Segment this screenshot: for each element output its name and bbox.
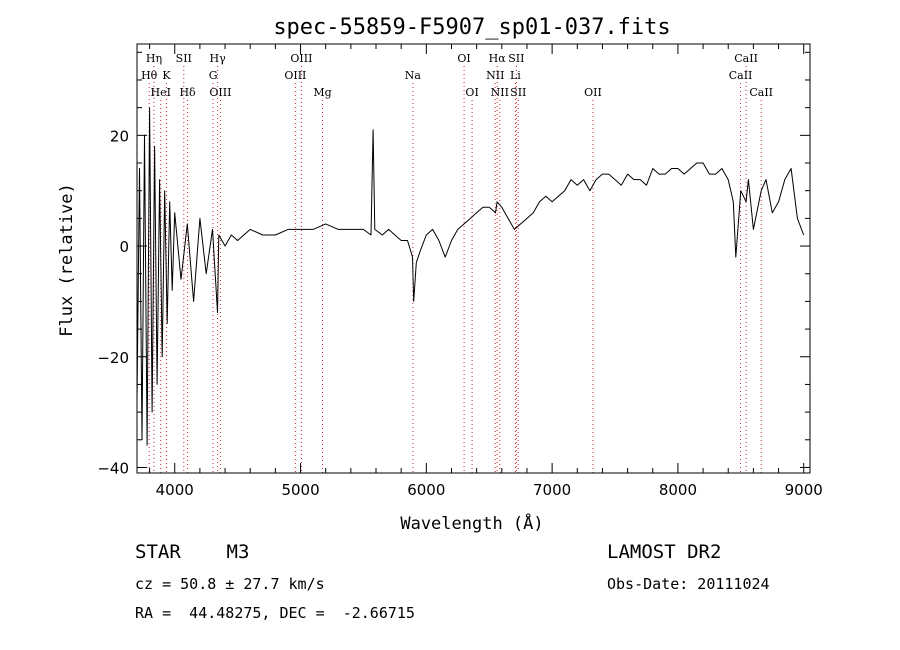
survey-name: LAMOST DR2 <box>607 541 722 563</box>
chart-title: spec-55859-F5907_sp01-037.fits <box>273 15 670 40</box>
x-tick-label: 5000 <box>281 481 319 499</box>
line-marker-label: OI <box>465 86 478 99</box>
spectrum-series <box>136 107 805 446</box>
line-marker-label: OIII <box>209 86 231 99</box>
line-marker-label: SII <box>176 52 192 65</box>
x-tick-label: 8000 <box>659 481 697 499</box>
line-marker-label: Hθ <box>141 69 158 82</box>
y-axis-label: Flux (relative) <box>57 183 77 337</box>
spectrum-line <box>136 107 805 446</box>
coordinates: RA = 44.48275, DEC = -2.66715 <box>135 604 415 622</box>
x-tick-label: 6000 <box>407 481 445 499</box>
y-tick-label: −20 <box>97 349 129 367</box>
line-marker-label: Hγ <box>210 52 227 65</box>
line-marker-label: Hδ <box>179 86 196 99</box>
line-marker-label: HeI <box>151 86 171 99</box>
line-marker-label: Na <box>405 69 422 82</box>
line-marker-label: Hα <box>489 52 507 65</box>
line-marker-label: G <box>209 69 218 82</box>
line-marker-label: K <box>162 69 171 82</box>
line-marker-label: CaII <box>749 86 773 99</box>
line-marker-label: OIII <box>284 69 306 82</box>
line-marker-label: Hη <box>146 52 162 65</box>
line-marker-label: CaII <box>729 69 753 82</box>
y-tick-label: 0 <box>119 238 129 256</box>
line-marker-label: CaII <box>734 52 758 65</box>
line-marker-label: SII <box>510 86 526 99</box>
line-marker-label: OIII <box>290 52 312 65</box>
y-tick-label: −40 <box>97 459 129 477</box>
line-marker-label: OI <box>457 52 470 65</box>
axes: 4000 5000 6000 7000 8000 9000 −40 −20 0 20 <box>97 44 823 499</box>
line-marker-label: Li <box>510 69 521 82</box>
line-marker-label: OII <box>584 86 602 99</box>
y-tick-label: 20 <box>110 127 129 145</box>
x-tick-label: 7000 <box>533 481 571 499</box>
spectrum-chart: spec-55859-F5907_sp01-037.fits Hη Hθ K HeI S… <box>57 15 823 534</box>
x-tick-label: 4000 <box>156 481 194 499</box>
obs-date: Obs-Date: 20111024 <box>607 575 770 593</box>
line-marker-label: Mg <box>313 86 331 99</box>
x-axis-label: Wavelength (Å) <box>400 512 543 534</box>
line-marker-label: NII <box>486 69 504 82</box>
line-marker-label: SII <box>508 52 524 65</box>
object-class: STAR M3 <box>135 541 250 563</box>
x-tick-label: 9000 <box>785 481 823 499</box>
redshift-readout: cz = 50.8 ± 27.7 km/s <box>135 575 325 593</box>
plot-frame <box>136 43 811 474</box>
line-marker-label: NII <box>491 86 509 99</box>
